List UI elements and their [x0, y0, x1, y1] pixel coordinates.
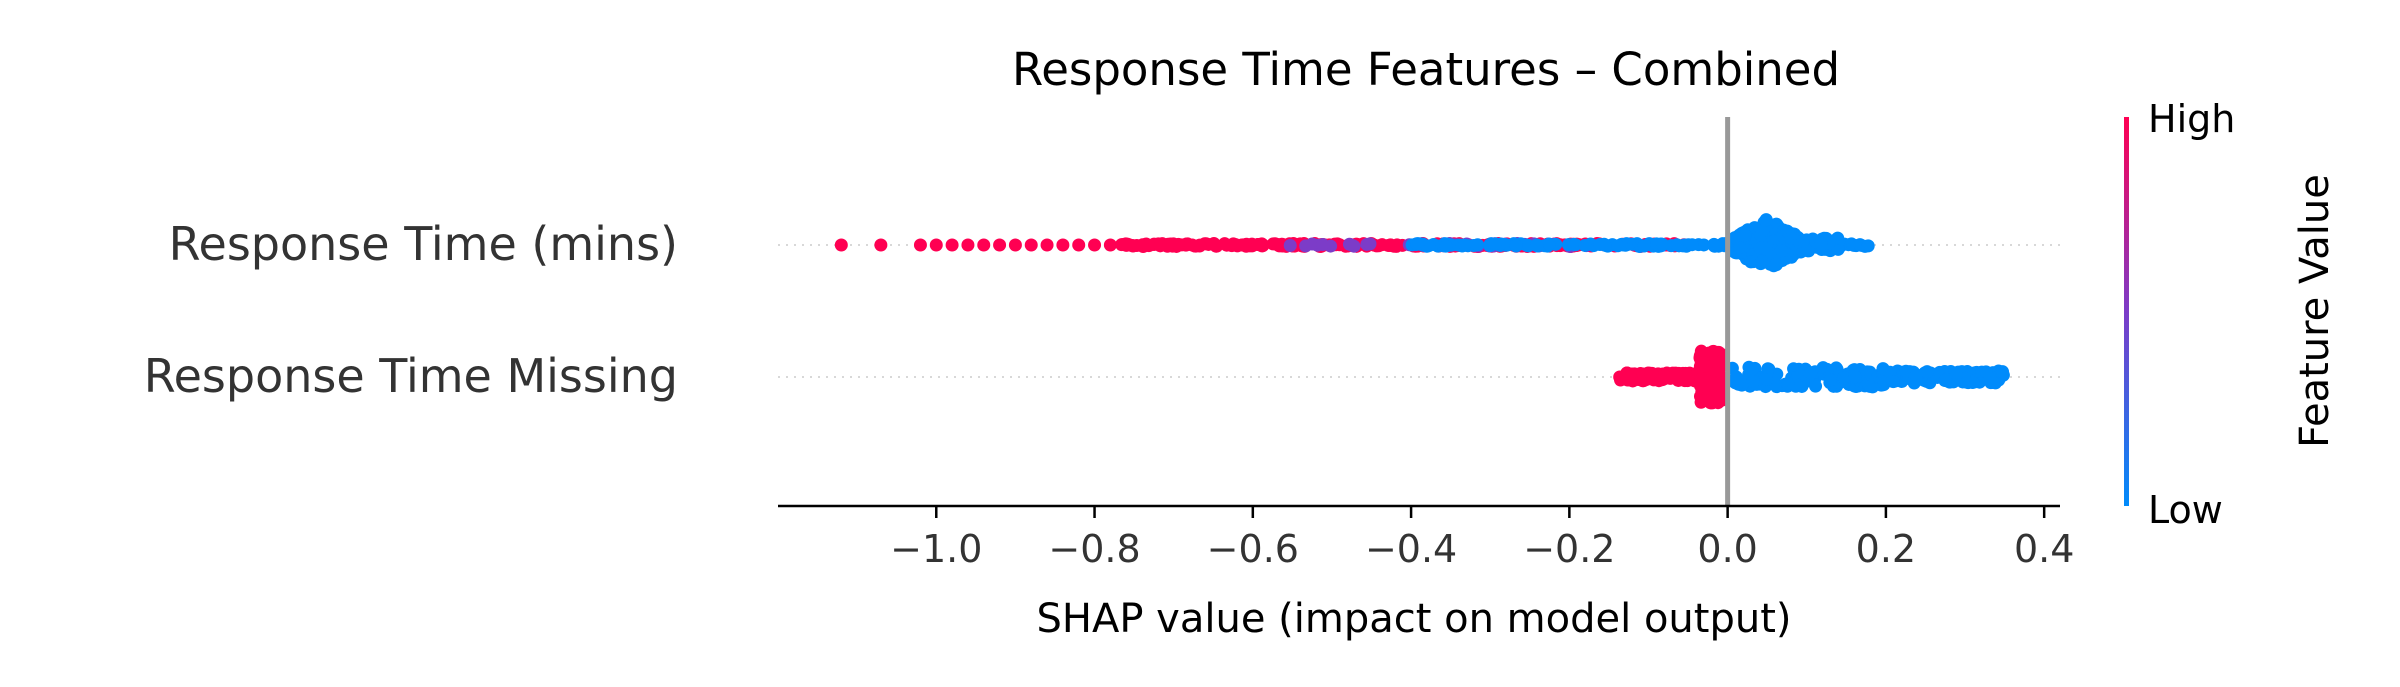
shap-point — [1707, 345, 1720, 358]
shap-point — [1980, 365, 1993, 378]
x-tick-label: 0.2 — [1856, 527, 1916, 571]
shap-point — [1804, 366, 1817, 379]
shap-point — [874, 239, 887, 252]
shap-point — [946, 239, 959, 252]
shap-point — [1193, 239, 1206, 252]
shap-point — [1656, 238, 1669, 251]
shap-point — [1530, 239, 1543, 252]
shap-point — [1996, 365, 2009, 378]
x-axis-label: SHAP value (impact on model output) — [1037, 596, 1792, 642]
colorbar-low-label: Low — [2148, 488, 2223, 532]
shap-point — [1809, 380, 1822, 393]
shap-point — [1756, 224, 1769, 237]
shap-point — [930, 239, 943, 252]
colorbar-high-label: High — [2148, 97, 2235, 141]
colorbar — [2124, 117, 2129, 506]
shap-point — [1439, 240, 1452, 253]
shap-point — [1269, 237, 1282, 250]
shap-point — [1154, 239, 1167, 252]
shap-point — [1623, 373, 1636, 386]
shap-point — [1824, 374, 1837, 387]
shap-point — [1781, 377, 1794, 390]
shap-point — [1708, 378, 1721, 391]
shap-point — [1848, 370, 1861, 383]
feature-label: Response Time (mins) — [169, 217, 678, 271]
shap-point — [1510, 240, 1523, 253]
shap-point — [1797, 235, 1810, 248]
shap-point — [1686, 238, 1699, 251]
shap-point — [1695, 345, 1708, 358]
shap-point — [1760, 373, 1773, 386]
x-tick-label: −0.4 — [1365, 527, 1457, 571]
x-tick-label: 0.0 — [1697, 527, 1757, 571]
shap-point — [1754, 256, 1767, 269]
shap-point — [1598, 238, 1611, 251]
shap-point — [1458, 239, 1471, 252]
shap-point — [1699, 360, 1712, 373]
x-tick-label: −0.2 — [1523, 527, 1615, 571]
shap-point — [1343, 238, 1356, 251]
shap-point — [835, 239, 848, 252]
x-tick-label: −1.0 — [890, 527, 982, 571]
feature-label: Response Time Missing — [144, 349, 678, 403]
shap-point — [1679, 374, 1692, 387]
shap-point — [1670, 238, 1683, 251]
shap-point — [1207, 237, 1220, 250]
shap-point — [1009, 239, 1022, 252]
shap-point — [1887, 375, 1900, 388]
shap-points — [835, 213, 2010, 409]
shap-point — [1172, 238, 1185, 251]
shap-point — [1104, 239, 1117, 252]
shap-point — [1316, 238, 1329, 251]
shap-point — [1711, 392, 1724, 405]
x-axis-ticks: −1.0 −0.8 −0.6 −0.4 −0.2 0.0 0.2 0.4 — [890, 506, 2074, 571]
shap-point — [1578, 239, 1591, 252]
shap-point — [1025, 239, 1038, 252]
x-tick-label: 0.4 — [2014, 527, 2074, 571]
shap-point — [1088, 239, 1101, 252]
shap-point — [1412, 237, 1425, 250]
shap-point — [993, 239, 1006, 252]
shap-point — [1284, 239, 1297, 252]
shap-point — [1770, 258, 1783, 271]
shap-point — [1745, 363, 1758, 376]
shap-point — [1542, 237, 1555, 250]
x-tick-label: −0.8 — [1048, 527, 1140, 571]
chart-title: Response Time Features – Combined — [1012, 43, 1840, 96]
shap-point — [1056, 239, 1069, 252]
shap-point — [1862, 239, 1875, 252]
shap-point — [977, 239, 990, 252]
x-tick-label: −0.6 — [1207, 527, 1299, 571]
shap-point — [1747, 375, 1760, 388]
shap-point — [914, 239, 927, 252]
shap-point — [1644, 367, 1657, 380]
shap-point — [1664, 372, 1677, 385]
shap-point — [1939, 374, 1952, 387]
shap-point — [961, 239, 974, 252]
shap-point — [1363, 237, 1376, 250]
shap-point — [1759, 243, 1772, 256]
shap-point — [1708, 239, 1721, 252]
shap-point — [1760, 213, 1773, 226]
shap-point — [1775, 244, 1788, 257]
shap-point — [1814, 237, 1827, 250]
shap-point — [1950, 368, 1963, 381]
shap-point — [1489, 237, 1502, 250]
shap-point — [1611, 239, 1624, 252]
shap-point — [1733, 241, 1746, 254]
shap-point — [1041, 239, 1054, 252]
shap-point — [1229, 238, 1242, 251]
colorbar-title: Feature Value — [2292, 174, 2338, 448]
shap-point — [1921, 365, 1934, 378]
shap-point — [1730, 370, 1743, 383]
shap-point — [1115, 238, 1128, 251]
shap-point — [1072, 239, 1085, 252]
